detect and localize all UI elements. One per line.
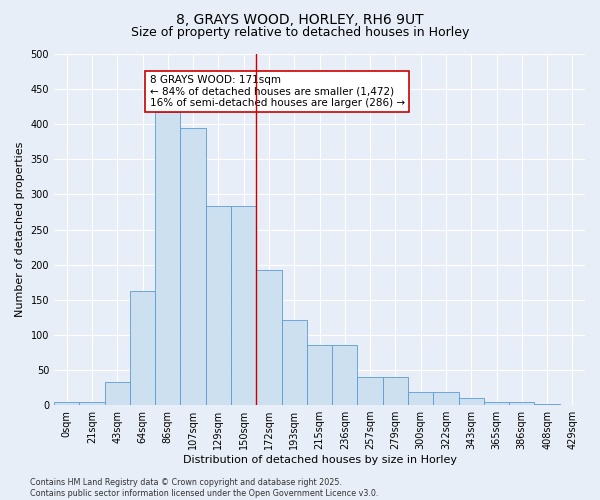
Bar: [155, 112, 181, 405]
Bar: [281, 320, 307, 405]
Bar: [535, 404, 560, 405]
Bar: [104, 382, 130, 405]
Text: Contains HM Land Registry data © Crown copyright and database right 2025.
Contai: Contains HM Land Registry data © Crown c…: [30, 478, 379, 498]
X-axis label: Distribution of detached houses by size in Horley: Distribution of detached houses by size …: [182, 455, 457, 465]
Text: Size of property relative to detached houses in Horley: Size of property relative to detached ho…: [131, 26, 469, 39]
Bar: [408, 392, 433, 405]
Bar: [484, 402, 509, 405]
Bar: [307, 346, 332, 405]
Bar: [256, 270, 281, 405]
Bar: [458, 398, 484, 405]
Text: 8 GRAYS WOOD: 171sqm
← 84% of detached houses are smaller (1,472)
16% of semi-de: 8 GRAYS WOOD: 171sqm ← 84% of detached h…: [149, 75, 405, 108]
Bar: [433, 392, 458, 405]
Bar: [383, 377, 408, 405]
Bar: [130, 290, 155, 405]
Bar: [181, 128, 206, 405]
Bar: [231, 206, 256, 405]
Bar: [332, 346, 358, 405]
Bar: [79, 402, 104, 405]
Y-axis label: Number of detached properties: Number of detached properties: [15, 142, 25, 317]
Bar: [54, 402, 79, 405]
Text: 8, GRAYS WOOD, HORLEY, RH6 9UT: 8, GRAYS WOOD, HORLEY, RH6 9UT: [176, 12, 424, 26]
Bar: [358, 377, 383, 405]
Bar: [206, 206, 231, 405]
Bar: [509, 402, 535, 405]
